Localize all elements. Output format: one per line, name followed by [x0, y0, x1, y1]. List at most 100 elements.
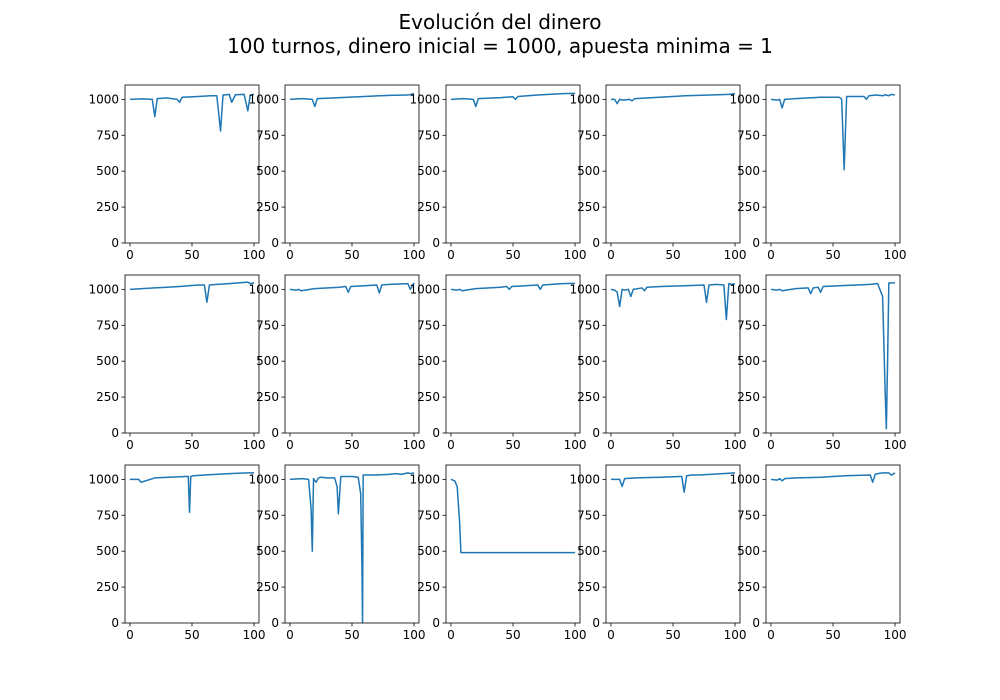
y-tick-label: 1000 [88, 92, 119, 106]
x-tick-label: 50 [665, 438, 680, 452]
series-line [450, 92, 576, 108]
x-tick-label: 0 [126, 438, 134, 452]
y-tick-label: 500 [96, 544, 119, 558]
y-tick-label: 500 [737, 544, 760, 558]
y-tick-label: 0 [432, 236, 440, 250]
x-tick-label: 0 [286, 248, 294, 262]
x-tick-label: 0 [447, 248, 455, 262]
x-tick-label: 50 [665, 628, 680, 642]
y-tick-label: 0 [111, 236, 119, 250]
axes-frame [445, 84, 581, 244]
series-line [129, 93, 255, 132]
y-tick-label: 250 [96, 200, 119, 214]
y-tick-label: 500 [577, 354, 600, 368]
axes-frame [124, 84, 260, 244]
y-tick-label: 750 [96, 128, 119, 142]
y-tick-label: 250 [577, 580, 600, 594]
x-tick-label: 100 [564, 248, 587, 262]
y-tick-label: 250 [256, 200, 279, 214]
x-tick-label: 50 [825, 248, 840, 262]
y-tick-label: 0 [111, 426, 119, 440]
y-tick-label: 250 [256, 580, 279, 594]
axes-frame [445, 274, 581, 434]
y-tick-label: 250 [577, 200, 600, 214]
y-tick-label: 750 [577, 128, 600, 142]
y-tick-label: 250 [417, 200, 440, 214]
x-tick-label: 0 [126, 628, 134, 642]
axes-frame [605, 274, 741, 434]
axes-frame [445, 464, 581, 624]
series-line [770, 472, 896, 483]
y-tick-label: 750 [96, 508, 119, 522]
series-line [770, 282, 896, 430]
y-tick-label: 0 [111, 616, 119, 630]
x-tick-label: 50 [505, 628, 520, 642]
y-tick-label: 1000 [569, 472, 600, 486]
axes-frame [765, 274, 901, 434]
x-tick-label: 50 [344, 628, 359, 642]
y-tick-label: 1000 [409, 472, 440, 486]
series-line [610, 92, 736, 105]
x-tick-label: 0 [286, 628, 294, 642]
y-tick-label: 750 [256, 128, 279, 142]
y-tick-label: 750 [417, 318, 440, 332]
x-tick-label: 100 [403, 248, 426, 262]
y-tick-label: 1000 [248, 472, 279, 486]
series-line [610, 472, 736, 494]
y-tick-label: 500 [577, 544, 600, 558]
y-tick-label: 1000 [729, 92, 760, 106]
y-tick-label: 750 [577, 508, 600, 522]
x-tick-label: 100 [884, 248, 907, 262]
y-tick-label: 750 [577, 318, 600, 332]
x-tick-label: 50 [344, 438, 359, 452]
x-tick-label: 100 [403, 438, 426, 452]
axes-frame [765, 84, 901, 244]
y-tick-label: 0 [592, 616, 600, 630]
axes-frame [284, 464, 420, 624]
y-tick-label: 250 [96, 390, 119, 404]
y-tick-label: 1000 [409, 92, 440, 106]
y-tick-label: 500 [737, 164, 760, 178]
x-tick-label: 0 [767, 628, 775, 642]
y-tick-label: 500 [256, 544, 279, 558]
series-line [129, 472, 255, 514]
y-tick-label: 500 [96, 164, 119, 178]
y-tick-label: 250 [417, 390, 440, 404]
x-tick-label: 0 [447, 628, 455, 642]
y-tick-label: 750 [256, 318, 279, 332]
x-tick-label: 100 [403, 628, 426, 642]
y-tick-label: 250 [96, 580, 119, 594]
y-tick-label: 500 [417, 354, 440, 368]
series-line [289, 282, 415, 294]
x-tick-label: 0 [126, 248, 134, 262]
y-tick-label: 500 [417, 164, 440, 178]
y-tick-label: 500 [577, 164, 600, 178]
x-tick-label: 0 [286, 438, 294, 452]
x-tick-label: 0 [607, 628, 615, 642]
y-tick-label: 750 [417, 508, 440, 522]
y-tick-label: 250 [417, 580, 440, 594]
axes-frame [124, 464, 260, 624]
x-tick-label: 0 [607, 248, 615, 262]
x-tick-label: 50 [825, 628, 840, 642]
y-tick-label: 0 [271, 236, 279, 250]
axes-frame [605, 464, 741, 624]
y-tick-label: 750 [737, 128, 760, 142]
y-tick-label: 750 [256, 508, 279, 522]
y-tick-label: 0 [752, 426, 760, 440]
y-tick-label: 0 [271, 616, 279, 630]
x-tick-label: 100 [724, 248, 747, 262]
series-line [289, 92, 415, 108]
y-tick-label: 0 [432, 616, 440, 630]
x-tick-label: 100 [884, 438, 907, 452]
y-tick-label: 500 [417, 544, 440, 558]
x-tick-label: 50 [505, 248, 520, 262]
